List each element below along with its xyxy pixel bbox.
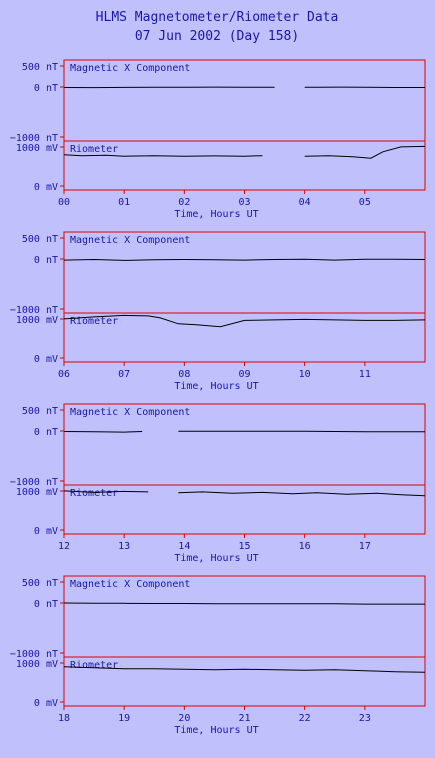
group-3-xtick-label-5: 16 bbox=[299, 541, 311, 552]
group-3-rio-ytick-label-1: 1000 mV bbox=[16, 487, 58, 498]
group-4-mag-ytick-label-3: −1000 nT bbox=[10, 649, 58, 660]
group-1-xtick-label-1: 00 bbox=[58, 197, 70, 208]
group-2-riometer-label: Riometer bbox=[70, 316, 118, 327]
group-1-xtick-label-6: 05 bbox=[359, 197, 371, 208]
group-3-x-axis-label: Time, Hours UT bbox=[174, 553, 258, 564]
chart-title: HLMS Magnetometer/Riometer Data bbox=[96, 10, 339, 25]
group-2-x-axis-label: Time, Hours UT bbox=[174, 381, 258, 392]
group-1-mag-ytick-label-2: 0 nT bbox=[34, 83, 58, 94]
group-4-rio-ytick-label-2: 0 mV bbox=[34, 698, 58, 709]
group-2-mag-ytick-label-1: 500 nT bbox=[22, 234, 58, 245]
group-4-xtick-label-6: 23 bbox=[359, 713, 371, 724]
group-1-xtick-label-4: 03 bbox=[238, 197, 250, 208]
group-3-riometer-label: Riometer bbox=[70, 488, 118, 499]
group-2-xtick-label-6: 11 bbox=[359, 369, 371, 380]
group-1-xtick-label-3: 02 bbox=[178, 197, 190, 208]
group-1-magnetic-series-1 bbox=[63, 86, 425, 89]
group-4-mag-ytick-label-2: 0 nT bbox=[34, 599, 58, 610]
group-2-xtick-label-4: 09 bbox=[238, 369, 250, 380]
group-3-mag-ytick-label-3: −1000 nT bbox=[10, 477, 58, 488]
group-2-riometer-series-1 bbox=[63, 314, 426, 328]
group-4-riometer-label: Riometer bbox=[70, 660, 118, 671]
group-2-xtick-label-5: 10 bbox=[299, 369, 311, 380]
group-3-riometer-series-1 bbox=[63, 490, 426, 497]
group-4-xtick-label-1: 18 bbox=[58, 713, 70, 724]
group-2-mag-ytick-label-2: 0 nT bbox=[34, 255, 58, 266]
group-2-mag-ytick-label-3: −1000 nT bbox=[10, 305, 58, 316]
group-2-xtick-label-2: 07 bbox=[118, 369, 130, 380]
group-4-x-axis-label: Time, Hours UT bbox=[174, 725, 258, 736]
group-2-rio-ytick-label-2: 0 mV bbox=[34, 354, 58, 365]
group-1-mag-ytick-label-1: 500 nT bbox=[22, 62, 58, 73]
group-3-xtick-label-2: 13 bbox=[118, 541, 130, 552]
chart-subtitle: 07 Jun 2002 (Day 158) bbox=[135, 29, 299, 44]
group-3-xtick-label-6: 17 bbox=[359, 541, 371, 552]
group-4-magnetic-series-1 bbox=[63, 602, 425, 605]
group-2-magnetic-series-1 bbox=[63, 258, 426, 261]
group-2-xtick-label-3: 08 bbox=[178, 369, 190, 380]
group-3-magnetic-series-1 bbox=[63, 430, 425, 433]
group-4-mag-ytick-label-1: 500 nT bbox=[22, 578, 58, 589]
group-4-riometer-series-1 bbox=[63, 666, 426, 673]
group-1-rio-ytick-label-2: 0 mV bbox=[34, 182, 58, 193]
group-2-magnetic-label: Magnetic X Component bbox=[70, 235, 190, 246]
group-1-riometer-series-1 bbox=[63, 145, 426, 159]
group-2-xtick-label-1: 06 bbox=[58, 369, 70, 380]
group-4-rio-ytick-label-1: 1000 mV bbox=[16, 659, 58, 670]
group-3-mag-ytick-label-1: 500 nT bbox=[22, 406, 58, 417]
group-1-mag-ytick-label-3: −1000 nT bbox=[10, 133, 58, 144]
group-1-rio-ytick-label-1: 1000 mV bbox=[16, 143, 58, 154]
group-4-magnetic-label: Magnetic X Component bbox=[70, 579, 190, 590]
group-3-mag-ytick-label-2: 0 nT bbox=[34, 427, 58, 438]
group-1-xtick-label-5: 04 bbox=[299, 197, 311, 208]
group-1-magnetic-label: Magnetic X Component bbox=[70, 63, 190, 74]
group-3-magnetic-label: Magnetic X Component bbox=[70, 407, 190, 418]
group-2-rio-ytick-label-1: 1000 mV bbox=[16, 315, 58, 326]
group-3-xtick-label-3: 14 bbox=[178, 541, 190, 552]
group-3-xtick-label-1: 12 bbox=[58, 541, 70, 552]
group-4-xtick-label-2: 19 bbox=[118, 713, 130, 724]
group-1-x-axis-label: Time, Hours UT bbox=[174, 209, 258, 220]
group-4-xtick-label-3: 20 bbox=[178, 713, 190, 724]
group-3-xtick-label-4: 15 bbox=[238, 541, 250, 552]
group-1-xtick-label-2: 01 bbox=[118, 197, 130, 208]
group-3-rio-ytick-label-2: 0 mV bbox=[34, 526, 58, 537]
group-4-xtick-label-5: 22 bbox=[299, 713, 311, 724]
group-1-riometer-label: Riometer bbox=[70, 144, 118, 155]
group-4-xtick-label-4: 21 bbox=[238, 713, 250, 724]
